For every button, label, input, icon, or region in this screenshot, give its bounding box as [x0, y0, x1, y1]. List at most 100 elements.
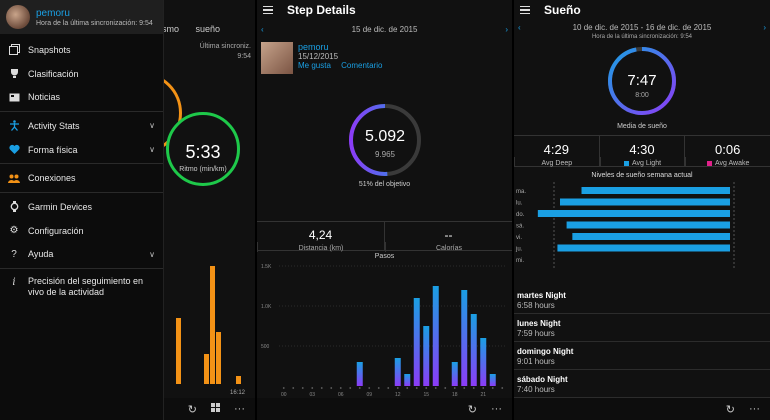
avatar[interactable] [6, 5, 30, 29]
night-hours: 6:58 hours [517, 301, 555, 310]
chart-bar [461, 290, 468, 386]
axis-dot [491, 387, 494, 389]
tab-sueno[interactable]: sueño [195, 24, 221, 34]
post-username[interactable]: pemoru [298, 42, 329, 52]
drawer-divider [0, 111, 163, 113]
more-icon[interactable]: ··· [491, 403, 502, 415]
screen-main-menu: ismo sueño Última sincroniz. 9:54 5:33 R… [0, 0, 255, 420]
drawer-item-ayuda[interactable]: ? Ayuda ∨ [0, 243, 163, 267]
chart-bar [216, 332, 221, 384]
sync-icon[interactable]: ↻ [725, 403, 735, 416]
comment-link[interactable]: Comentario [341, 61, 383, 70]
header: Step Details [257, 0, 512, 20]
drawer-item-label: Precisión del seguimiento en vivo de la … [28, 276, 144, 298]
drawer-header[interactable]: pemoru Hora de la última sincronización:… [0, 0, 163, 34]
light-stat: 4:30 Avg Light [598, 136, 685, 167]
awake-legend-swatch [706, 160, 712, 166]
pace-value: 5:33 [185, 142, 221, 162]
drawer-item-garmin-devices[interactable]: Garmin Devices [0, 195, 163, 219]
night-hours: 9:01 hours [517, 357, 555, 366]
drawer-item-forma-fisica[interactable]: Forma física ∨ [0, 138, 163, 162]
axis-dot [387, 387, 390, 389]
more-icon[interactable]: ··· [234, 403, 245, 415]
axis-dot [330, 387, 333, 389]
hamburger-menu-icon[interactable] [520, 3, 534, 17]
screen-sleep: Sueño ‹ 10 de dic. de 2015 - 16 de dic. … [514, 0, 770, 420]
night-name: sábado Night [517, 375, 568, 384]
day-label: ju. [515, 247, 523, 253]
sync-icon[interactable]: ↻ [467, 403, 477, 416]
user-photo[interactable] [261, 42, 293, 74]
hamburger-menu-icon[interactable] [263, 3, 277, 17]
avg-sleep-value: 7:47 [627, 72, 657, 89]
axis-dot [406, 387, 409, 389]
axis-dot [396, 387, 399, 389]
nights-list: martes Night 6:58 hours lunes Night 7:59… [514, 286, 770, 398]
app-bar: ↻ ··· [164, 398, 255, 420]
list-item[interactable]: domingo Night 9:01 hours [514, 342, 770, 370]
avg-sleep-label: Media de sueño [617, 123, 667, 130]
list-item[interactable]: lunes Night 7:59 hours [514, 314, 770, 342]
chart-bar [566, 221, 730, 229]
steps-ring [349, 104, 421, 176]
drawer-item-activity-stats[interactable]: Activity Stats ∨ [0, 114, 163, 138]
axis-dot [472, 387, 475, 389]
calories-stat: -- Calorías [384, 222, 512, 252]
drawer-item-configuracion[interactable]: ⚙ Configuración [0, 219, 163, 243]
drawer-divider [0, 192, 163, 194]
chart-bar [204, 354, 209, 384]
stats-row: 4,24 Distancia (km) -- Calorías [257, 221, 512, 252]
goal-percent: 51% del objetivo [358, 181, 411, 188]
previous-arrow-icon[interactable]: ‹ [261, 24, 264, 34]
list-item[interactable]: sábado Night 7:40 hours [514, 370, 770, 398]
date-navigator: ‹ 10 de dic. de 2015 - 16 de dic. de 201… [514, 20, 770, 34]
axis-dot [415, 387, 418, 389]
chart-bar [557, 244, 730, 252]
drawer-item-label: Activity Stats [28, 120, 80, 131]
drawer-item-conexiones[interactable]: Conexiones [0, 166, 163, 190]
sync-icon[interactable]: ↻ [187, 403, 197, 416]
screen-divider [512, 0, 514, 420]
drawer-item-clasificacion[interactable]: Clasificación [0, 62, 163, 86]
distance-stat: 4,24 Distancia (km) [257, 222, 384, 252]
next-arrow-icon[interactable]: › [763, 22, 766, 32]
previous-arrow-icon[interactable]: ‹ [518, 22, 521, 32]
chevron-down-icon[interactable]: ∨ [149, 121, 155, 131]
axis-dot [453, 387, 456, 389]
chart-bar [480, 338, 487, 386]
post-date: 15/12/2015 [298, 52, 339, 61]
drawer-item-snapshots[interactable]: Snapshots [0, 38, 163, 62]
day-label: ma. [516, 189, 526, 195]
x-tick-label: 09 [366, 392, 372, 398]
more-icon[interactable]: ··· [749, 403, 760, 415]
drawer-item-precision[interactable]: i Precisión del seguimiento en vivo de l… [0, 271, 163, 307]
axis-dot [434, 387, 437, 389]
awake-value: 0:06 [715, 142, 741, 157]
app-bar: ↻ ··· [257, 398, 512, 420]
chart-bar [210, 266, 215, 384]
grid-icon[interactable] [211, 403, 220, 415]
axis-dot [311, 387, 314, 389]
next-arrow-icon[interactable]: › [505, 24, 508, 34]
sleep-chart-title: Niveles de sueño semana actual [591, 172, 693, 179]
steps-chart-title: Pasos [374, 253, 395, 260]
chart-bar [451, 362, 458, 386]
like-link[interactable]: Me gusta [298, 61, 331, 70]
calories-value: -- [444, 228, 453, 242]
gear-icon: ⚙ [9, 225, 19, 237]
help-icon: ? [11, 248, 17, 260]
drawer-item-label: Forma física [28, 144, 78, 155]
drawer-item-noticias[interactable]: Noticias [0, 85, 163, 109]
x-tick-label: 00 [281, 392, 287, 398]
chevron-down-icon[interactable]: ∨ [149, 145, 155, 155]
x-tick-label: 12 [395, 392, 401, 398]
list-item[interactable]: martes Night 6:58 hours [514, 286, 770, 314]
tab-ismo[interactable]: ismo [160, 24, 180, 34]
y-tick-label: 1.5K [261, 264, 272, 270]
axis-dot [282, 387, 285, 389]
chevron-down-icon[interactable]: ∨ [149, 249, 155, 259]
drawer-divider [0, 268, 163, 270]
day-label: vi. [516, 235, 522, 241]
light-value: 4:30 [629, 142, 655, 157]
chart-bar [572, 233, 730, 240]
